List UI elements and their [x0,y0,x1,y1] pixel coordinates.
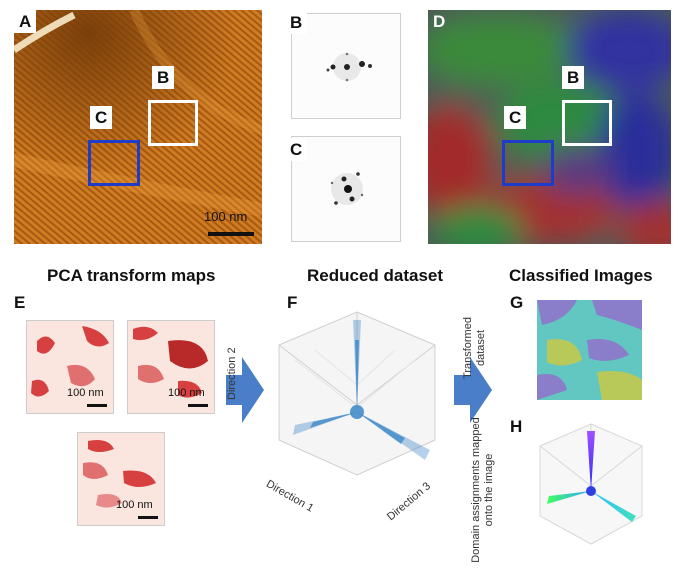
title-classified: Classified Images [509,266,653,285]
pca-map-3-scale-label: 100 nm [116,499,153,511]
pca-map-1-scale-label: 100 nm [67,387,104,399]
rgb-map-image [428,10,671,244]
arrow-right-icon-2 [454,357,492,423]
pca-map-2-scale-label: 100 nm [168,387,205,399]
rgb-map-panel: D B C [428,10,671,244]
region-b-label-d: B [562,66,585,89]
title-reduced: Reduced dataset [307,266,444,285]
reduced-dataset-3d-plot [278,311,436,476]
transformed-dataset-svg [537,300,642,400]
fft-panel-b [291,13,401,119]
panel-d-letter: D [433,12,446,31]
domain-assignments-label: Domain assignments mapped onto the image [470,417,495,563]
scale-bar-label: 100 nm [204,209,248,224]
pca-map-3-image [83,440,156,508]
panel-h-letter: H [510,417,523,436]
fft-b-image [326,52,372,82]
pca-map-1-scale-bar [87,404,107,407]
domain-assignments-3d-plot [539,423,643,545]
region-b-box [148,100,198,146]
transformed-dataset-label: Transformed dataset [462,317,487,379]
panel-c-letter: C [285,138,308,161]
pca-map-1: 100 nm [26,320,114,414]
pca-map-2-scale-bar [188,404,208,407]
pca-map-2-image [133,326,208,398]
arrow-right-icon [226,357,264,423]
scale-bar [208,232,254,236]
pca-map-2: 100 nm [127,320,215,414]
pca-map-3-scale-bar [138,516,158,519]
title-pca: PCA transform maps [47,266,216,285]
pca-map-1-image [31,326,109,397]
region-c-box [88,140,140,186]
region-c-box-d [502,140,554,186]
region-b-box-d [562,100,612,146]
panel-a-letter: A [14,10,37,33]
afm-image [14,10,262,244]
region-b-label: B [152,66,175,89]
panel-b-letter: B [285,11,308,34]
panel-g-letter: G [510,293,524,312]
transformed-dataset-image [537,300,642,400]
fft-c-image [330,172,364,205]
panel-e-letter: E [14,293,26,312]
region-c-label: C [90,106,113,129]
fft-panel-c [291,136,401,242]
pca-map-3: 100 nm [77,432,165,526]
panel-f-letter: F [287,293,298,312]
region-c-label-d: C [504,106,527,129]
afm-image-panel: A B C 100 nm [14,10,262,244]
axis-direction-2: Direction 2 [226,347,238,400]
